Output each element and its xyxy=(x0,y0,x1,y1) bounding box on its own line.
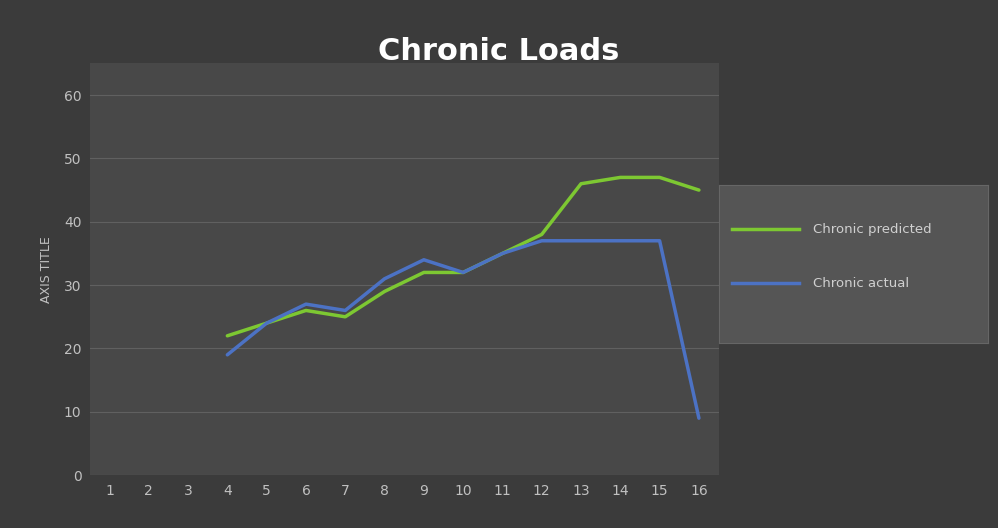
Chronic actual xyxy=(693,415,705,421)
Line: Chronic predicted: Chronic predicted xyxy=(228,177,699,336)
Chronic predicted xyxy=(222,333,234,339)
Chronic predicted xyxy=(339,314,351,320)
Chronic actual xyxy=(339,307,351,314)
Chronic predicted xyxy=(496,250,508,257)
Chronic actual xyxy=(260,320,272,326)
Chronic actual xyxy=(575,238,587,244)
Chronic actual xyxy=(300,301,312,307)
Chronic predicted xyxy=(536,231,548,238)
Chronic actual xyxy=(536,238,548,244)
Chronic predicted xyxy=(378,288,390,295)
Chronic actual xyxy=(418,257,430,263)
Chronic predicted xyxy=(457,269,469,276)
Chronic predicted xyxy=(418,269,430,276)
Chronic actual xyxy=(222,352,234,358)
Text: Chronic actual: Chronic actual xyxy=(812,277,909,289)
Chronic predicted xyxy=(654,174,666,181)
Chronic predicted xyxy=(575,181,587,187)
Chronic predicted xyxy=(693,187,705,193)
Chronic actual xyxy=(654,238,666,244)
Text: Chronic predicted: Chronic predicted xyxy=(812,223,931,235)
Chronic predicted xyxy=(260,320,272,326)
Chronic actual xyxy=(615,238,627,244)
Chronic predicted xyxy=(300,307,312,314)
Line: Chronic actual: Chronic actual xyxy=(228,241,699,418)
Chronic actual xyxy=(457,269,469,276)
Chronic actual xyxy=(378,276,390,282)
Y-axis label: AXIS TITLE: AXIS TITLE xyxy=(40,236,53,303)
Text: Chronic Loads: Chronic Loads xyxy=(378,37,620,66)
Chronic predicted xyxy=(615,174,627,181)
Chronic actual xyxy=(496,250,508,257)
